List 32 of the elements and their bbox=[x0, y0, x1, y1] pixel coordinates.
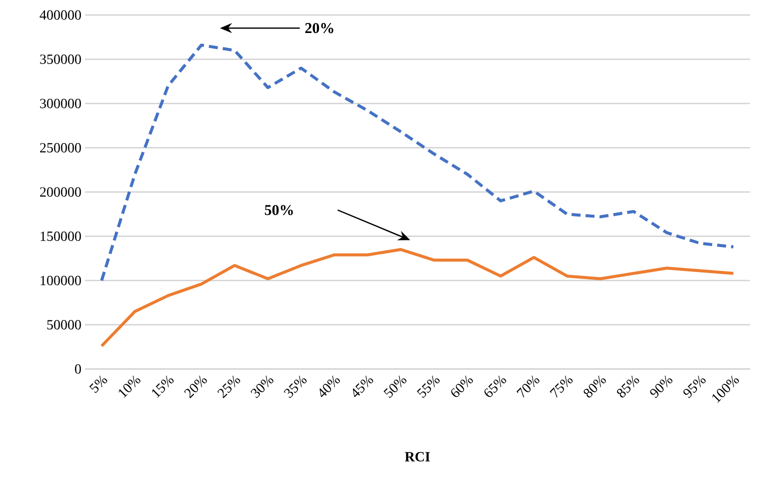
annotation: 20% bbox=[305, 23, 334, 34]
x-tick-label: 45% bbox=[352, 376, 374, 398]
x-tick-label: 90% bbox=[650, 376, 672, 398]
x-tick-label: 35% bbox=[284, 376, 307, 398]
x-tick-label: 80% bbox=[584, 376, 606, 398]
y-tick-label: 350000 bbox=[40, 54, 81, 64]
x-tick-label: 25% bbox=[217, 376, 240, 398]
x-tick-label: 10% bbox=[118, 376, 140, 398]
x-tick-label: 70% bbox=[516, 376, 540, 398]
x-tick-label: 75% bbox=[550, 376, 573, 398]
y-tick-label: 0 bbox=[75, 364, 81, 374]
y-tick-label: 400000 bbox=[40, 10, 81, 20]
annotation: 50% bbox=[264, 204, 293, 216]
x-tick-label: 15% bbox=[152, 376, 174, 398]
x-tick-label: 95% bbox=[683, 376, 706, 398]
x-tick-label: 40% bbox=[320, 376, 340, 398]
y-tick-label: 50000 bbox=[47, 320, 81, 330]
y-tick-label: 300000 bbox=[40, 98, 81, 108]
x-tick-label: 50% bbox=[384, 376, 406, 398]
x-tick-label: 85% bbox=[616, 376, 640, 398]
y-tick-label: 100000 bbox=[40, 276, 81, 286]
line-series bbox=[100, 44, 735, 282]
y-tick-label: 150000 bbox=[40, 232, 81, 241]
x-tick-label: 55% bbox=[416, 376, 440, 398]
x-axis-title: RCI bbox=[404, 452, 430, 462]
x-tick-label: 30% bbox=[250, 376, 274, 398]
x-tick-label: 60% bbox=[451, 376, 473, 398]
x-tick-label: 5% bbox=[89, 376, 108, 394]
x-tick-label: 65% bbox=[484, 376, 506, 398]
x-tick-label: 20% bbox=[184, 376, 207, 398]
y-tick-label: 200000 bbox=[40, 187, 81, 197]
y-tick-label: 250000 bbox=[40, 143, 81, 152]
